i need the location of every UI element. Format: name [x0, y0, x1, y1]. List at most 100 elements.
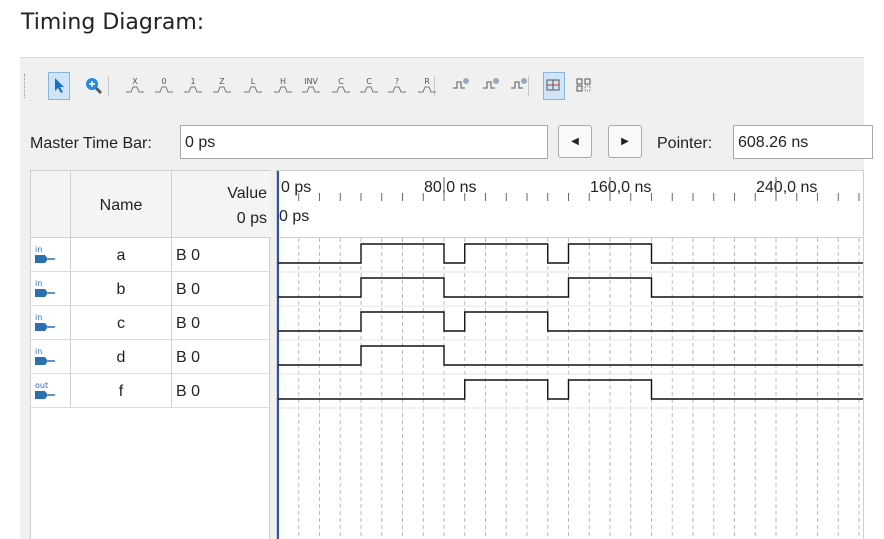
svg-text:0: 0 — [161, 77, 166, 86]
svg-text:in: in — [35, 245, 42, 254]
signal-row[interactable]: in a B 0 — [31, 238, 271, 272]
waveform-canvas[interactable] — [277, 171, 864, 539]
snap-to-grid-button[interactable] — [543, 72, 565, 100]
overwrite-clock-icon: C — [358, 75, 380, 98]
toolbar-separator — [528, 76, 529, 96]
signal-table-header: Name Value 0 ps — [31, 171, 271, 238]
signal-value: B 0 — [176, 349, 201, 366]
signal-name: d — [116, 349, 126, 366]
signal-value: B 0 — [176, 315, 201, 332]
signal-value: B 0 — [176, 383, 201, 400]
svg-text:C: C — [338, 77, 344, 86]
overwrite-clock-button[interactable]: C — [358, 72, 380, 100]
snap-to-grid-icon — [545, 77, 563, 96]
svg-text:in: in — [35, 279, 42, 288]
svg-text:H: H — [280, 77, 286, 86]
count-value-icon: C — [330, 75, 352, 98]
input-pin-icon: in — [33, 312, 63, 334]
zoom-tool-button[interactable] — [82, 72, 104, 100]
pointer-tool-button[interactable] — [48, 72, 70, 100]
previous-transition-button[interactable]: ◀ — [558, 125, 592, 158]
arrow-left-icon: ◀ — [571, 136, 579, 147]
svg-text:in: in — [35, 347, 42, 356]
zoom-tool-icon — [83, 75, 103, 98]
forcing-high-button[interactable]: 1 — [182, 72, 204, 100]
svg-text:out: out — [35, 381, 48, 390]
signal-name: c — [117, 315, 125, 332]
weak-low-icon: L — [242, 75, 264, 98]
input-pin-icon: in — [33, 346, 63, 368]
weak-high-icon: H — [272, 75, 294, 98]
netlist-icon — [509, 76, 529, 97]
waveform-c — [278, 311, 863, 332]
uninitialized-icon: X — [124, 75, 146, 98]
master-time-bar-input[interactable]: 0 ps — [180, 125, 548, 159]
column-divider — [171, 171, 172, 407]
ruler-tick-label: 160,0 ns — [590, 179, 652, 196]
svg-text:INV: INV — [304, 77, 318, 86]
toolbar-grip[interactable] — [24, 74, 26, 98]
pointer-tool-icon — [51, 76, 67, 97]
grid-settings-icon — [575, 77, 593, 96]
pointer-input[interactable]: 608.26 ns — [733, 125, 873, 159]
signal-row[interactable]: in d B 0 — [31, 340, 271, 374]
toolbar-separator — [434, 76, 435, 96]
high-impedance-button[interactable]: Z — [211, 72, 233, 100]
weak-high-button[interactable]: H — [272, 72, 294, 100]
name-column-header[interactable]: Name — [99, 197, 143, 214]
time-ruler[interactable]: 0 ps 80,0 ns 160,0 ns 240,0 ns 0 ps — [277, 171, 863, 238]
ruler-tick-label: 80,0 ns — [424, 179, 477, 196]
pointer-label: Pointer: — [657, 135, 713, 152]
arrow-right-icon: ▶ — [621, 136, 629, 147]
svg-text:C: C — [366, 77, 372, 86]
uninitialized-button[interactable]: X — [124, 72, 146, 100]
signal-value: B 0 — [176, 281, 201, 298]
next-transition-button[interactable]: ▶ — [608, 125, 642, 158]
svg-text:L: L — [251, 77, 256, 86]
netlist-button[interactable] — [508, 72, 530, 100]
random-value-icon: R — [416, 75, 438, 98]
output-pin-icon: out — [33, 380, 63, 402]
input-pin-icon: in — [33, 278, 63, 300]
svg-text:in: in — [35, 313, 42, 322]
forcing-low-icon: 0 — [153, 75, 175, 98]
waveform-f — [278, 379, 863, 400]
waveform-d — [278, 345, 863, 366]
signal-row[interactable]: out f B 0 — [31, 374, 271, 408]
signal-value: B 0 — [176, 247, 201, 264]
weak-low-button[interactable]: L — [242, 72, 264, 100]
waveform-view[interactable]: 0 ps 80,0 ns 160,0 ns 240,0 ns 0 ps — [276, 170, 864, 539]
signal-row[interactable]: in b B 0 — [31, 272, 271, 306]
svg-text:Z: Z — [219, 77, 225, 86]
functional-simulation-icon — [451, 76, 471, 97]
svg-text:1: 1 — [190, 77, 195, 86]
value-column-header[interactable]: Value — [227, 185, 267, 202]
toolbar: X 0 1 Z L H INV C C? R — [20, 66, 864, 106]
svg-text:?: ? — [395, 77, 399, 86]
section-title: Timing Diagram: — [21, 10, 205, 35]
value-time-label: 0 ps — [236, 210, 267, 227]
input-pin-icon: in — [33, 244, 63, 266]
signal-table: Name Value 0 ps in a B 0 in b B 0 in c B 0 in d B 0… — [30, 170, 271, 539]
signal-row[interactable]: in c B 0 — [31, 306, 271, 340]
forcing-high-icon: 1 — [182, 75, 204, 98]
timing-simulation-button[interactable] — [480, 72, 502, 100]
arbitrary-value-icon: ? — [386, 75, 408, 98]
svg-text:X: X — [132, 77, 138, 86]
count-value-button[interactable]: C — [330, 72, 352, 100]
arbitrary-value-button[interactable]: ? — [386, 72, 408, 100]
invert-button[interactable]: INV — [300, 72, 322, 100]
master-time-bar-label: Master Time Bar: — [30, 135, 152, 152]
high-impedance-icon: Z — [211, 75, 233, 98]
random-value-button[interactable]: R — [416, 72, 438, 100]
master-time-bar-marker-label: 0 ps — [279, 208, 310, 225]
signal-name: f — [118, 383, 124, 400]
functional-simulation-button[interactable] — [450, 72, 472, 100]
grid-settings-button[interactable] — [573, 72, 595, 100]
signal-name: a — [116, 247, 126, 264]
toolbar-separator — [108, 76, 109, 96]
invert-icon: INV — [300, 75, 322, 98]
forcing-low-button[interactable]: 0 — [153, 72, 175, 100]
waveform-a — [278, 243, 863, 264]
ruler-tick-label: 240,0 ns — [756, 179, 818, 196]
